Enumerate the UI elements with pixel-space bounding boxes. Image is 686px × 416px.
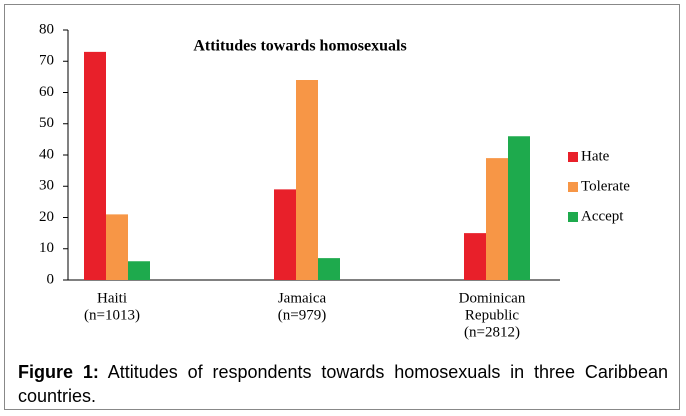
caption-label: Figure 1: bbox=[18, 362, 99, 382]
y-tick-label: 0 bbox=[47, 271, 55, 287]
legend-label: Hate bbox=[581, 148, 610, 164]
figure-frame bbox=[4, 4, 680, 410]
bar bbox=[486, 158, 508, 280]
bar bbox=[128, 261, 150, 280]
bar bbox=[296, 80, 318, 280]
x-tick-label: Haiti bbox=[97, 290, 127, 306]
legend-swatch bbox=[568, 182, 578, 192]
x-tick-label: Jamaica bbox=[278, 290, 327, 306]
x-tick-label: Dominican bbox=[459, 290, 526, 306]
bar bbox=[274, 189, 296, 280]
bar bbox=[464, 233, 486, 280]
y-tick-label: 80 bbox=[39, 21, 54, 37]
bar bbox=[318, 258, 340, 280]
y-tick-label: 40 bbox=[39, 146, 54, 162]
legend-label: Tolerate bbox=[581, 178, 630, 194]
caption-text: Attitudes of respondents towards homosex… bbox=[18, 362, 668, 406]
x-tick-label: Republic bbox=[465, 307, 519, 323]
legend-swatch bbox=[568, 212, 578, 222]
x-tick-label: (n=979) bbox=[278, 307, 326, 323]
chart-title: Attitudes towards homosexuals bbox=[193, 38, 406, 55]
y-tick-label: 70 bbox=[39, 53, 54, 69]
bar bbox=[84, 51, 106, 280]
legend-label: Accept bbox=[581, 208, 624, 224]
legend-swatch bbox=[568, 152, 578, 162]
caption: Figure 1: Attitudes of respondents towar… bbox=[18, 360, 668, 408]
y-tick-label: 20 bbox=[39, 209, 54, 225]
chart: Attitudes towards homosexuals 0 10 20 30 40 5… bbox=[39, 21, 630, 340]
y-tick-label: 10 bbox=[39, 240, 54, 256]
bar bbox=[508, 136, 530, 280]
x-tick-label: (n=2812) bbox=[464, 324, 520, 340]
bar bbox=[106, 214, 128, 280]
y-tick-label: 50 bbox=[39, 115, 54, 131]
y-tick-label: 30 bbox=[39, 178, 54, 194]
y-tick-label: 60 bbox=[39, 84, 54, 100]
x-tick-label: (n=1013) bbox=[84, 307, 140, 323]
